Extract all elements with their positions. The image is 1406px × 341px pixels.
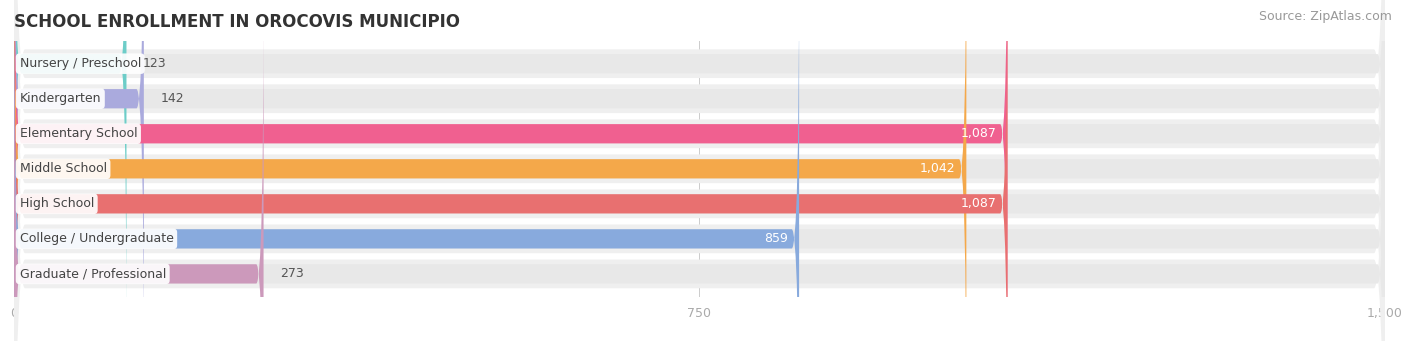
FancyBboxPatch shape (14, 0, 1008, 341)
FancyBboxPatch shape (14, 0, 1385, 334)
Text: 1,087: 1,087 (960, 127, 997, 140)
FancyBboxPatch shape (14, 0, 127, 334)
FancyBboxPatch shape (14, 0, 966, 341)
Text: 273: 273 (280, 267, 304, 280)
Text: Elementary School: Elementary School (20, 127, 138, 140)
Text: 123: 123 (143, 57, 166, 70)
FancyBboxPatch shape (14, 3, 263, 341)
Text: Kindergarten: Kindergarten (20, 92, 101, 105)
FancyBboxPatch shape (14, 0, 1385, 341)
Text: 1,042: 1,042 (920, 162, 956, 175)
FancyBboxPatch shape (14, 0, 1385, 341)
Text: SCHOOL ENROLLMENT IN OROCOVIS MUNICIPIO: SCHOOL ENROLLMENT IN OROCOVIS MUNICIPIO (14, 13, 460, 31)
Text: 859: 859 (765, 232, 789, 246)
FancyBboxPatch shape (14, 3, 1385, 341)
FancyBboxPatch shape (14, 0, 799, 341)
FancyBboxPatch shape (14, 0, 1385, 341)
FancyBboxPatch shape (14, 0, 1385, 341)
FancyBboxPatch shape (14, 0, 1385, 341)
Text: College / Undergraduate: College / Undergraduate (20, 232, 173, 246)
Text: 142: 142 (160, 92, 184, 105)
Text: 1,087: 1,087 (960, 197, 997, 210)
Text: High School: High School (20, 197, 94, 210)
FancyBboxPatch shape (14, 0, 1385, 341)
FancyBboxPatch shape (14, 0, 1385, 341)
FancyBboxPatch shape (14, 0, 1385, 341)
Text: Middle School: Middle School (20, 162, 107, 175)
Text: Nursery / Preschool: Nursery / Preschool (20, 57, 141, 70)
FancyBboxPatch shape (14, 0, 143, 341)
FancyBboxPatch shape (14, 0, 1385, 341)
Text: Graduate / Professional: Graduate / Professional (20, 267, 166, 280)
FancyBboxPatch shape (14, 0, 1385, 341)
FancyBboxPatch shape (14, 0, 1008, 341)
FancyBboxPatch shape (14, 0, 1385, 341)
Text: Source: ZipAtlas.com: Source: ZipAtlas.com (1258, 10, 1392, 23)
FancyBboxPatch shape (14, 0, 1385, 341)
